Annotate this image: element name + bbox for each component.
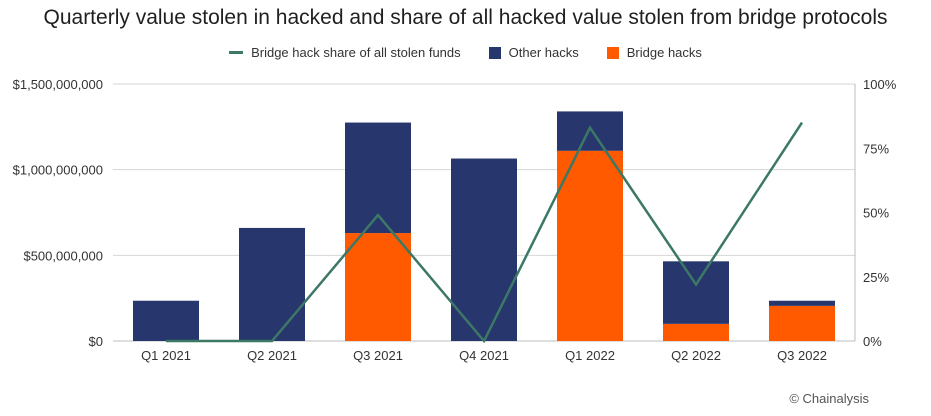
- axes: $0 $500,000,000 $1,000,000,000 $1,500,000,0…: [13, 77, 897, 363]
- bar-other-hacks: [451, 158, 517, 341]
- bar-other-hacks: [133, 300, 199, 341]
- legend-label-share: Bridge hack share of all stolen funds: [251, 45, 461, 60]
- legend-label-bridge: Bridge hacks: [626, 45, 702, 60]
- legend-label-other: Other hacks: [508, 45, 579, 60]
- bar-bridge-hacks: [769, 305, 835, 341]
- left-tick-label: $500,000,000: [23, 248, 103, 263]
- left-tick-label: $1,000,000,000: [13, 163, 103, 178]
- chart-title: Quarterly value stolen in hacked and sha…: [43, 6, 888, 29]
- bars: [133, 111, 835, 341]
- category-tick-label: Q1 2021: [141, 348, 191, 363]
- right-tick-label: 75%: [863, 141, 889, 156]
- legend-item-other: Other hacks: [488, 45, 579, 60]
- legend-item-bridge: Bridge hacks: [606, 45, 702, 60]
- source-credit: © Chainalysis: [789, 391, 869, 406]
- category-tick-label: Q4 2021: [459, 348, 509, 363]
- bar-other-hacks: [239, 227, 305, 341]
- bar-bridge-hacks: [663, 323, 729, 341]
- right-tick-label: 100%: [863, 77, 897, 92]
- legend-swatch-bridge: [606, 46, 619, 59]
- bar-bridge-hacks: [345, 233, 411, 341]
- right-tick-label: 0%: [863, 334, 882, 349]
- legend-item-share: Bridge hack share of all stolen funds: [229, 45, 461, 60]
- right-tick-label: 50%: [863, 206, 889, 221]
- right-tick-label: 25%: [863, 270, 889, 285]
- left-tick-label: $1,500,000,000: [13, 77, 103, 92]
- left-tick-label: $0: [89, 334, 103, 349]
- category-tick-label: Q3 2021: [353, 348, 403, 363]
- share-line: [165, 121, 804, 344]
- bar-other-hacks: [557, 111, 623, 151]
- bar-bridge-hacks: [557, 150, 623, 341]
- category-tick-label: Q3 2022: [777, 348, 827, 363]
- category-tick-label: Q2 2022: [671, 348, 721, 363]
- legend-swatch-share: [229, 51, 244, 54]
- bar-other-hacks: [769, 300, 835, 306]
- legend: Bridge hack share of all stolen funds Ot…: [0, 45, 931, 60]
- bar-other-hacks: [663, 261, 729, 324]
- category-tick-label: Q1 2022: [565, 348, 615, 363]
- legend-swatch-other: [488, 46, 501, 59]
- category-tick-label: Q2 2021: [247, 348, 297, 363]
